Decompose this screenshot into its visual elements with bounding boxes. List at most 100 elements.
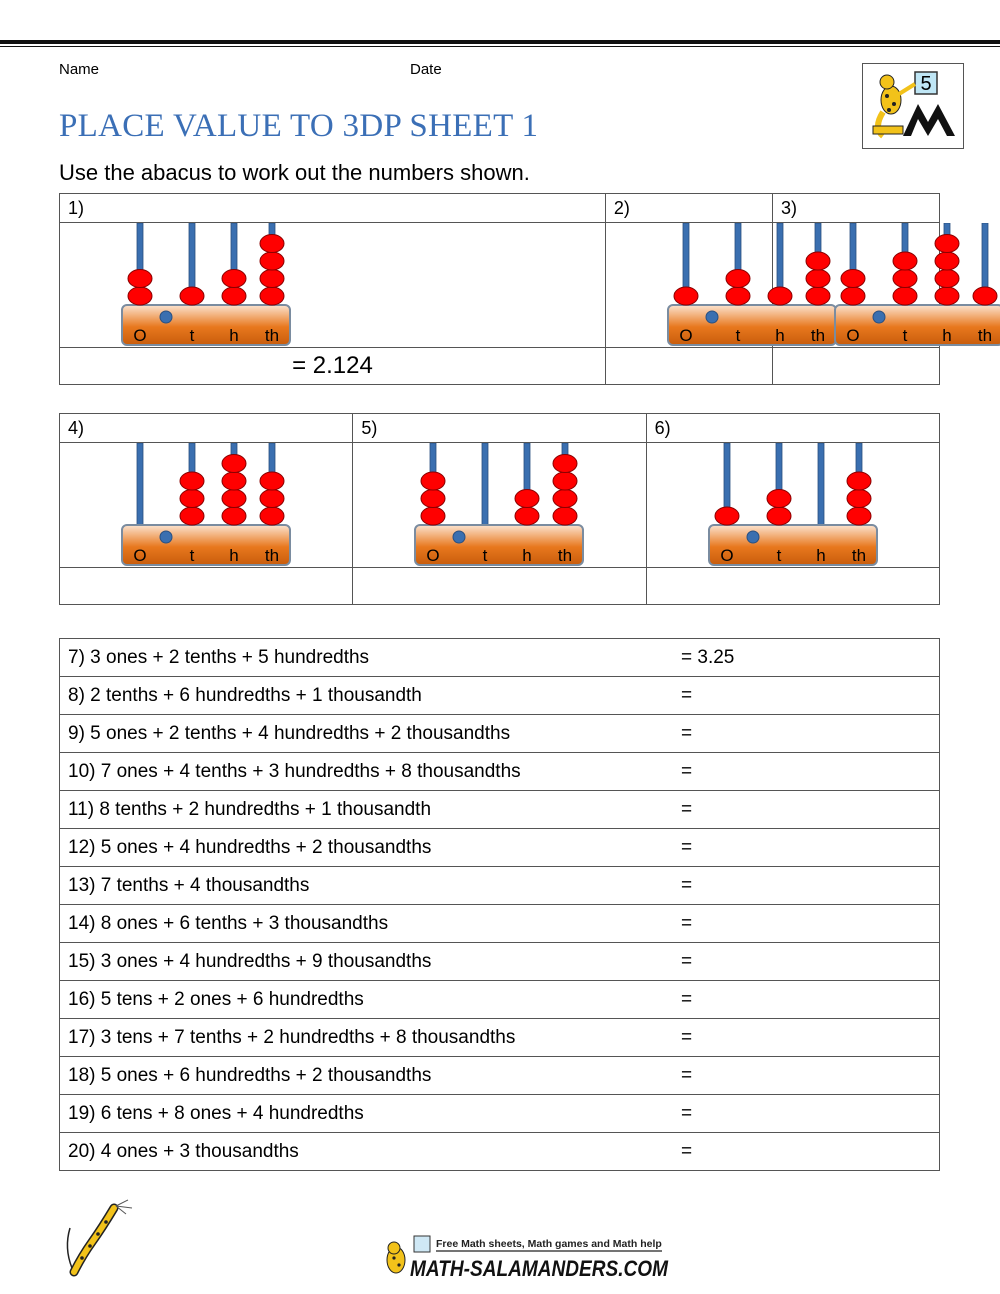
- top-rule-thin: [0, 46, 1000, 47]
- abacus-rod: [136, 443, 144, 532]
- question-row: 12) 5 ones + 4 hundredths + 2 thousandth…: [59, 828, 940, 867]
- question-row: 14) 8 ones + 6 tenths + 3 thousandths =: [59, 904, 940, 943]
- answer-cell[interactable]: [604, 347, 773, 385]
- abacus-bead: [179, 506, 205, 526]
- decimal-point: [746, 530, 760, 544]
- abacus-bead: [420, 489, 446, 508]
- abacus-bead: [179, 471, 205, 491]
- abacus-bead: [552, 506, 578, 526]
- grade-badge: 5: [920, 73, 931, 95]
- answer-field[interactable]: =: [673, 714, 940, 753]
- question-text: 9) 5 ones + 2 tenths + 4 hundredths + 2 …: [59, 714, 673, 753]
- grade-logo: 5: [862, 63, 964, 149]
- abacus-bead: [221, 489, 247, 508]
- abacus-bead: [725, 269, 751, 288]
- abacus-rod: [817, 443, 825, 532]
- question-number: 5): [352, 413, 647, 443]
- answer-field[interactable]: =: [673, 676, 940, 715]
- abacus-bead: [259, 234, 285, 253]
- abacus-bead: [259, 471, 285, 491]
- abacus-bead: [259, 251, 285, 271]
- answer-cell[interactable]: [645, 567, 941, 605]
- abacus-bead: [673, 286, 699, 306]
- question-text: 12) 5 ones + 4 hundredths + 2 thousandth…: [59, 828, 673, 867]
- place-label: th: [852, 546, 866, 565]
- answer-field[interactable]: =: [673, 828, 940, 867]
- question-text: 19) 6 tens + 8 ones + 4 hundredths: [59, 1094, 673, 1133]
- question-row: 17) 3 tens + 7 tenths + 2 hundredths + 8…: [59, 1018, 940, 1057]
- abacus-rod: [481, 443, 489, 532]
- abacus-bead: [221, 454, 247, 473]
- answer-field[interactable]: =: [673, 904, 940, 943]
- salamander-logo: [62, 1198, 142, 1285]
- question-text: 10) 7 ones + 4 tenths + 3 hundredths + 8…: [59, 752, 673, 791]
- answer-field[interactable]: =: [673, 1094, 940, 1133]
- place-label: h: [229, 546, 238, 565]
- question-row: 15) 3 ones + 4 hundredths + 9 thousandth…: [59, 942, 940, 981]
- question-number: 4): [58, 413, 354, 443]
- answer-field[interactable]: =: [673, 1018, 940, 1057]
- abacus-bead: [934, 234, 960, 253]
- answer-cell[interactable]: = 2.124: [59, 347, 606, 385]
- place-label: h: [942, 326, 951, 345]
- question-row: 13) 7 tenths + 4 thousandths =: [59, 866, 940, 905]
- abacus-bead: [892, 269, 918, 288]
- abacus-bead: [514, 506, 540, 526]
- page-title: PLACE VALUE TO 3DP SHEET 1: [59, 108, 539, 144]
- place-label: h: [229, 326, 238, 345]
- answer-field[interactable]: =: [673, 1132, 940, 1171]
- abacus-bead: [934, 269, 960, 288]
- place-label: t: [776, 546, 781, 565]
- date-label: Date: [410, 61, 442, 78]
- abacus-bead: [259, 286, 285, 306]
- question-row: 10) 7 ones + 4 tenths + 3 hundredths + 8…: [59, 752, 940, 791]
- answer-field[interactable]: =: [673, 942, 940, 981]
- abacus-bead: [714, 506, 740, 526]
- decimal-point: [159, 310, 173, 324]
- abacus-bead: [846, 471, 872, 491]
- abacus-bead: [766, 489, 792, 508]
- question-text: 20) 4 ones + 3 thousandths: [59, 1132, 673, 1171]
- abacus-bead: [840, 269, 866, 288]
- abacus-bead: [846, 506, 872, 526]
- place-label: O: [427, 546, 440, 565]
- place-label: O: [846, 326, 859, 345]
- question-text: 13) 7 tenths + 4 thousandths: [59, 866, 673, 905]
- abacus-bead: [221, 506, 247, 526]
- abacus-bead: [420, 471, 446, 491]
- question-row: 18) 5 ones + 6 hundredths + 2 thousandth…: [59, 1056, 940, 1095]
- answer-field[interactable]: =: [673, 1056, 940, 1095]
- place-label: th: [978, 326, 992, 345]
- question-text: 16) 5 tens + 2 ones + 6 hundredths: [59, 980, 673, 1019]
- question-text: 7) 3 ones + 2 tenths + 5 hundredths: [59, 638, 673, 677]
- question-row: 8) 2 tenths + 6 hundredths + 1 thousandt…: [59, 676, 940, 715]
- answer-field[interactable]: =: [673, 752, 940, 791]
- question-number: 6): [645, 413, 941, 443]
- abacus-bead: [552, 454, 578, 473]
- answer-field[interactable]: =: [673, 790, 940, 829]
- answer-field[interactable]: =: [673, 980, 940, 1019]
- answer-cell[interactable]: [771, 347, 941, 385]
- place-label: t: [483, 546, 488, 565]
- decimal-point: [872, 310, 886, 324]
- answer-cell[interactable]: [352, 567, 647, 605]
- place-label: t: [190, 326, 195, 345]
- answer-field[interactable]: =: [673, 866, 940, 905]
- abacus-bead: [766, 506, 792, 526]
- answer-field[interactable]: = 3.25: [673, 638, 940, 677]
- question-row: 19) 6 tens + 8 ones + 4 hundredths =: [59, 1094, 940, 1133]
- place-label: h: [816, 546, 825, 565]
- abacus-bead: [934, 286, 960, 306]
- place-label: O: [679, 326, 692, 345]
- answer-cell[interactable]: [58, 567, 354, 605]
- place-label: O: [720, 546, 733, 565]
- place-label: th: [558, 546, 572, 565]
- question-row: 7) 3 ones + 2 tenths + 5 hundredths = 3.2…: [59, 638, 940, 677]
